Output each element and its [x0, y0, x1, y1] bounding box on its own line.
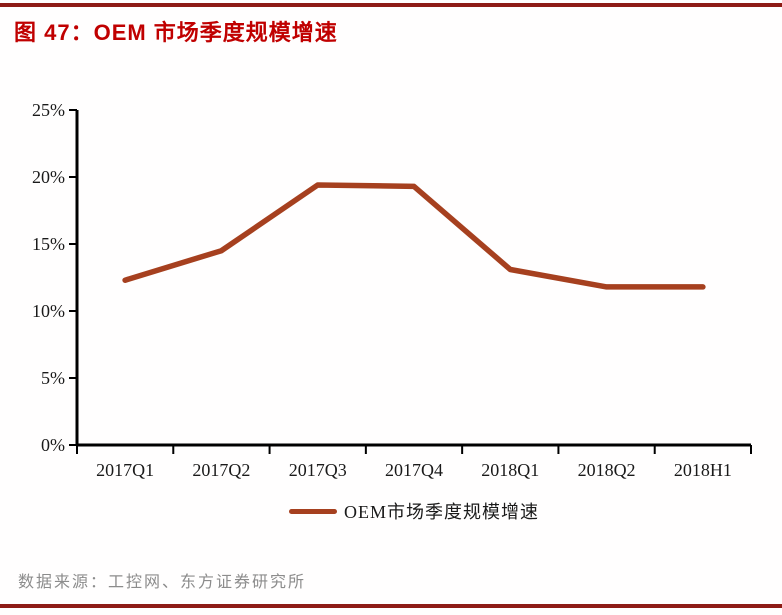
x-axis-tick-label: 2017Q3 — [289, 460, 347, 480]
x-axis-tick-label: 2017Q4 — [385, 460, 443, 480]
y-axis-tick-label: 0% — [41, 435, 65, 455]
x-axis-tick-label: 2018Q1 — [481, 460, 539, 480]
bottom-divider-rule — [0, 604, 782, 608]
legend-series-label: OEM市场季度规模增速 — [344, 502, 539, 522]
line-chart: 0% 5% 10% 15% 20% 25% 2017Q1 2017Q2 2017Q3 2017Q4… — [32, 100, 752, 480]
chart-legend: OEM市场季度规模增速 — [77, 498, 751, 524]
legend-line-marker — [289, 508, 337, 514]
x-axis-tick-label: 2017Q1 — [96, 460, 154, 480]
y-axis-tick-label: 5% — [41, 368, 65, 388]
y-axis-tick-label: 10% — [32, 301, 65, 321]
chart-area: 0% 5% 10% 15% 20% 25% 2017Q1 2017Q2 2017Q3 2017Q4… — [0, 95, 782, 490]
x-axis-tick-label: 2017Q2 — [192, 460, 250, 480]
top-divider-rule — [0, 3, 782, 7]
figure-title: 图 47：OEM 市场季度规模增速 — [14, 20, 338, 45]
data-series-line — [122, 182, 706, 290]
y-axis-tick-label: 15% — [32, 234, 65, 254]
x-axis-tick-label: 2018Q2 — [578, 460, 636, 480]
y-axis-tick-label: 20% — [32, 167, 65, 187]
x-axis-tick-label: 2018H1 — [674, 460, 732, 480]
data-source-note: 数据来源：工控网、东方证券研究所 — [18, 574, 307, 591]
y-axis-tick-label: 25% — [32, 100, 65, 120]
